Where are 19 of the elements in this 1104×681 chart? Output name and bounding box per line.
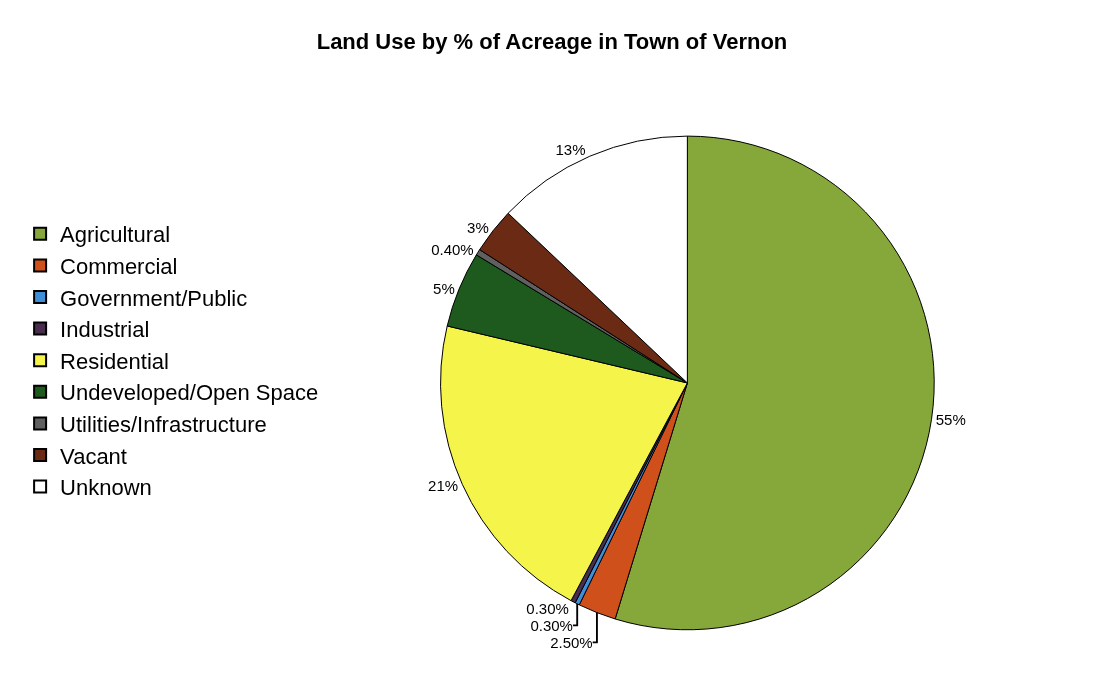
data-label: 3%	[467, 219, 489, 237]
data-label: 13%	[555, 140, 586, 158]
data-label: 55%	[935, 411, 966, 429]
legend-label: Unknown	[60, 475, 152, 501]
data-label: 0.30%	[530, 616, 573, 634]
legend-label: Utilities/Infrastructure	[60, 411, 267, 437]
chart-title: Land Use by % of Acreage in Town of Vernon	[316, 29, 788, 55]
legend-label: Agricultural	[60, 222, 171, 248]
legend-label: Industrial	[60, 317, 150, 343]
legend-label: Commercial	[60, 253, 178, 279]
data-label: 21%	[428, 477, 459, 495]
legend-label: Vacant	[60, 443, 127, 469]
legend-label: Government/Public	[60, 285, 248, 311]
data-label: 0.30%	[526, 599, 569, 617]
data-label: 5%	[433, 279, 455, 297]
legend-label: Undeveloped/Open Space	[60, 380, 319, 406]
data-label: 2.50%	[550, 633, 593, 651]
data-label: 0.40%	[431, 241, 474, 259]
legend-label: Residential	[60, 348, 169, 374]
